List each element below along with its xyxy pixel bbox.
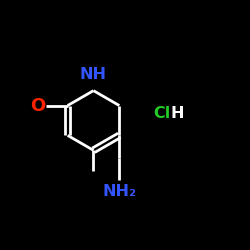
Text: Cl: Cl [153,106,170,121]
Text: H: H [170,106,184,121]
Text: NH₂: NH₂ [102,184,136,200]
Text: O: O [30,96,46,114]
Text: NH: NH [80,67,107,82]
